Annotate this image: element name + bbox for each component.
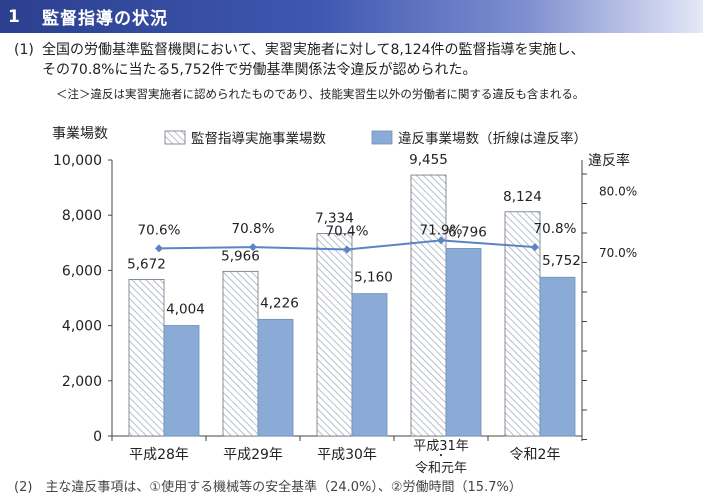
rate-value-label: 71.9% bbox=[420, 222, 463, 238]
legend-swatch-violations bbox=[371, 130, 393, 145]
bar-value-label: 4,004 bbox=[166, 301, 205, 317]
bar-value-label: 8,124 bbox=[503, 189, 542, 205]
legend-label-violations: 違反事業場数（折線は違反率） bbox=[398, 130, 587, 147]
rate-marker bbox=[343, 245, 351, 254]
bar-value-label: 5,672 bbox=[127, 256, 166, 272]
y-axis-title: 事業場数 bbox=[52, 126, 108, 142]
paragraph-line-2: その70.8%に当たる5,752件で労働基準関係法令違反が認められた。 bbox=[42, 62, 477, 78]
bar-value-label: 4,226 bbox=[260, 295, 299, 311]
rate-marker bbox=[155, 244, 163, 253]
rate-marker bbox=[531, 243, 539, 252]
bar-value-label: 7,334 bbox=[315, 211, 354, 227]
y2-axis-title: 違反率 bbox=[588, 152, 630, 169]
y2-tick-label: 70.0% bbox=[599, 246, 637, 260]
rate-value-label: 70.8% bbox=[232, 221, 275, 237]
x-category-label: 平成31年 bbox=[413, 439, 469, 454]
rate-value-label: 70.6% bbox=[138, 222, 181, 238]
bar-violations bbox=[257, 318, 294, 437]
bar-inspections bbox=[410, 174, 447, 437]
section-title: 監督指導の状況 bbox=[42, 9, 168, 29]
paragraph-label: (1) bbox=[14, 42, 34, 58]
x-category-label: 令和2年 bbox=[510, 447, 561, 463]
bar-value-label: 9,455 bbox=[409, 152, 448, 168]
y-tick-label: 6,000 bbox=[62, 263, 102, 279]
rate-marker bbox=[249, 243, 257, 252]
section-number: 1 bbox=[8, 6, 20, 27]
legend-label-inspections: 監督指導実施事業場数 bbox=[191, 130, 326, 147]
bar-violations bbox=[539, 276, 576, 437]
y2-tick-label: 80.0% bbox=[599, 185, 637, 199]
x-category-label: 平成29年 bbox=[223, 447, 283, 463]
rate-value-label: 70.4% bbox=[326, 224, 369, 240]
bar-violations bbox=[163, 325, 200, 437]
bar-value-label: 6,796 bbox=[448, 224, 487, 240]
note-text: ＜注＞違反は実習実施者に認められたものであり、技能実習生以外の労働者に関する違反… bbox=[56, 87, 585, 101]
bar-violations bbox=[351, 293, 388, 437]
x-category-label: 平成28年 bbox=[129, 447, 189, 463]
bar-inspections bbox=[316, 233, 353, 437]
next-paragraph-cut: (2) 主な違反事項は、①使用する機械等の安全基準（24.0%）、②労働時間（1… bbox=[14, 480, 522, 495]
y-tick-label: 4,000 bbox=[62, 319, 102, 335]
legend-swatch-inspections bbox=[164, 130, 186, 145]
y-tick-label: 2,000 bbox=[62, 374, 102, 390]
paragraph-line-1: 全国の労働基準監督機関において、実習実施者に対して8,124件の監督指導を実施し… bbox=[42, 42, 585, 58]
y-tick-label: 0 bbox=[93, 429, 102, 445]
x-category-label: 平成30年 bbox=[317, 447, 377, 463]
bar-violations bbox=[445, 248, 482, 437]
section-header: 1 監督指導の状況 bbox=[0, 0, 703, 33]
bar-inspections bbox=[128, 279, 165, 437]
x-category-label: 令和元年 bbox=[415, 461, 467, 476]
y-tick-label: 10,000 bbox=[53, 153, 102, 169]
bar-inspections bbox=[222, 270, 259, 437]
rate-marker bbox=[437, 236, 445, 245]
bar-value-label: 5,752 bbox=[542, 253, 581, 269]
bar-line-chart: 0 2,000 4,000 6,000 8,000 10,000 事業場数 80.0% 70.0… bbox=[52, 126, 637, 476]
x-category-label: ・ bbox=[436, 451, 446, 462]
bar-value-label: 5,966 bbox=[221, 248, 260, 264]
rate-value-label: 70.8% bbox=[534, 221, 577, 237]
bar-value-label: 5,160 bbox=[354, 270, 393, 286]
y-tick-label: 8,000 bbox=[62, 208, 102, 224]
